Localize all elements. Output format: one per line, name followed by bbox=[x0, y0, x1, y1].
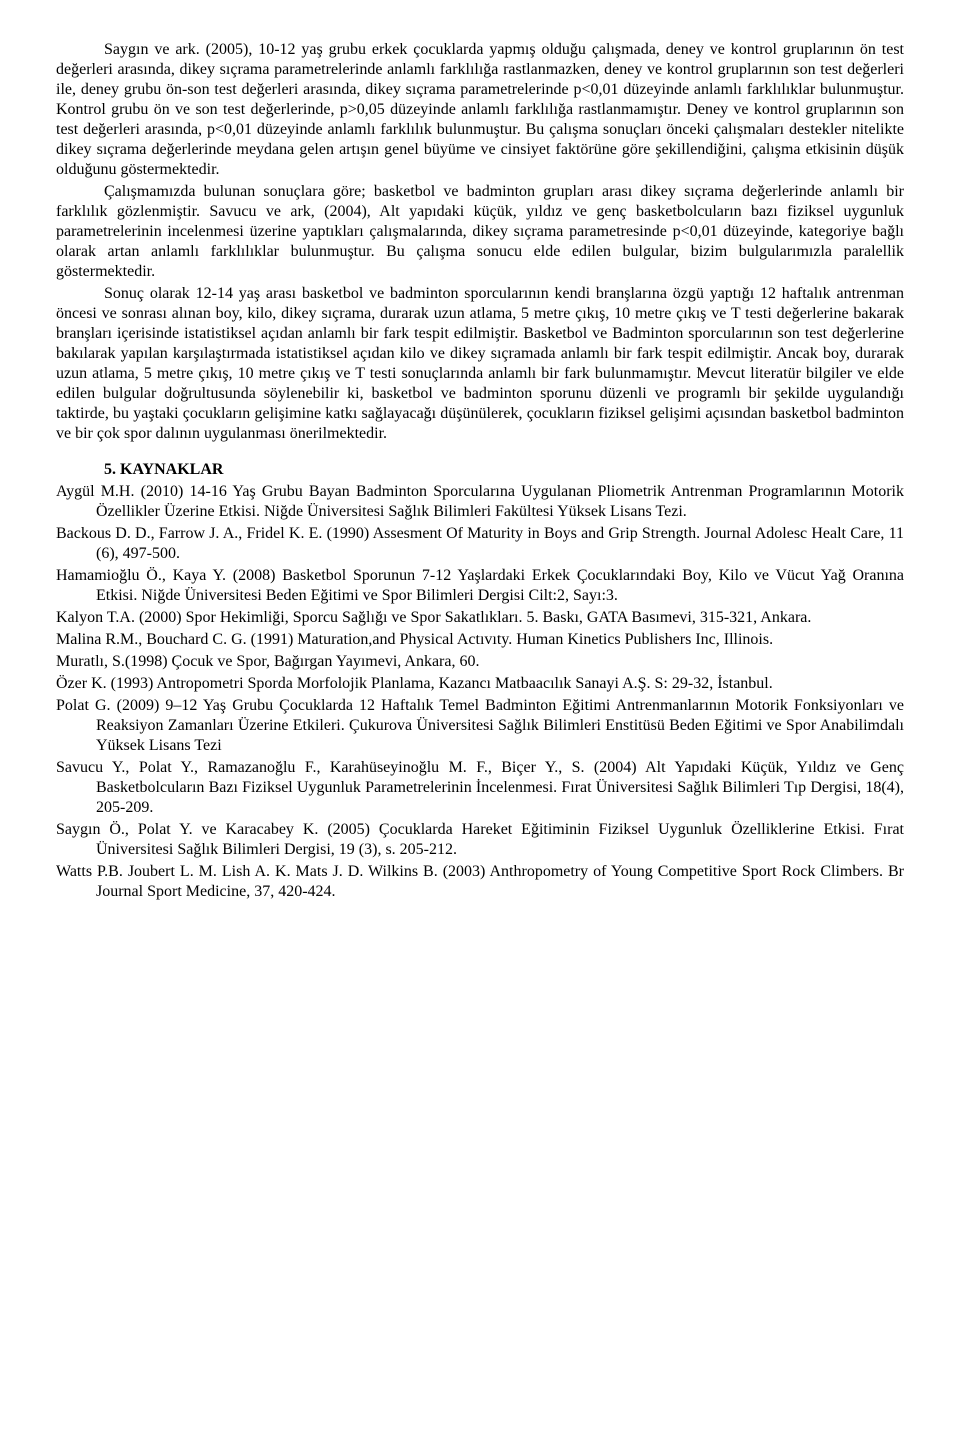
reference-item: Hamamioğlu Ö., Kaya Y. (2008) Basketbol … bbox=[56, 566, 904, 606]
references-heading: 5. KAYNAKLAR bbox=[56, 460, 904, 480]
reference-item: Savucu Y., Polat Y., Ramazanoğlu F., Kar… bbox=[56, 758, 904, 818]
body-paragraph: Sonuç olarak 12-14 yaş arası basketbol v… bbox=[56, 284, 904, 444]
reference-item: Watts P.B. Joubert L. M. Lish A. K. Mats… bbox=[56, 862, 904, 902]
reference-item: Saygın Ö., Polat Y. ve Karacabey K. (200… bbox=[56, 820, 904, 860]
reference-item: Backous D. D., Farrow J. A., Fridel K. E… bbox=[56, 524, 904, 564]
reference-item: Aygül M.H. (2010) 14-16 Yaş Grubu Bayan … bbox=[56, 482, 904, 522]
reference-item: Polat G. (2009) 9–12 Yaş Grubu Çocuklard… bbox=[56, 696, 904, 756]
reference-item: Malina R.M., Bouchard C. G. (1991) Matur… bbox=[56, 630, 904, 650]
reference-item: Muratlı, S.(1998) Çocuk ve Spor, Bağırga… bbox=[56, 652, 904, 672]
reference-item: Kalyon T.A. (2000) Spor Hekimliği, Sporc… bbox=[56, 608, 904, 628]
body-paragraph: Çalışmamızda bulunan sonuçlara göre; bas… bbox=[56, 182, 904, 282]
body-paragraph: Saygın ve ark. (2005), 10-12 yaş grubu e… bbox=[56, 40, 904, 180]
reference-item: Özer K. (1993) Antropometri Sporda Morfo… bbox=[56, 674, 904, 694]
